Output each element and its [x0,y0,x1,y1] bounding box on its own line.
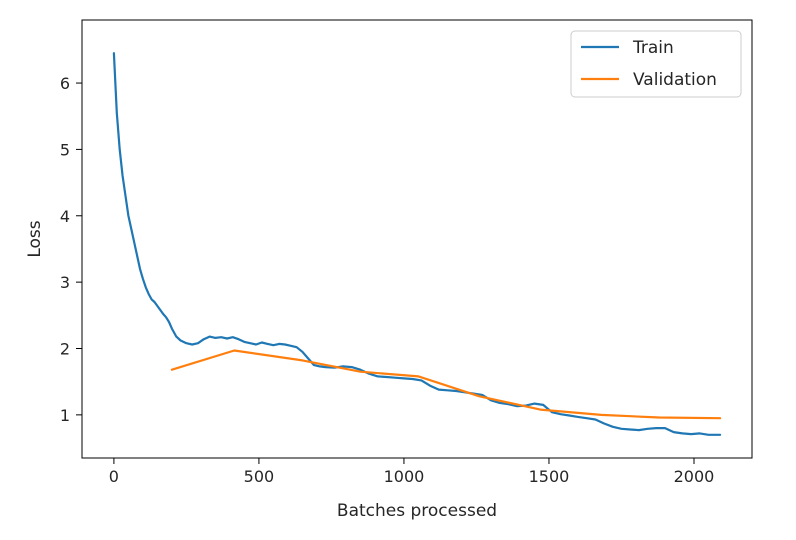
x-tick-label: 500 [244,467,275,486]
x-tick-label: 0 [109,467,119,486]
y-tick-label: 6 [60,74,70,93]
legend-label-train: Train [632,38,674,58]
series-line-train [112,52,722,436]
y-tick-label: 4 [60,207,70,226]
legend: Train Validation [570,30,742,98]
x-tick-label: 1000 [384,467,425,486]
x-tick-label: 1500 [529,467,570,486]
x-axis-label: Batches processed [337,501,497,521]
legend-label-validation: Validation [633,70,717,90]
y-tick-label: 5 [60,140,70,159]
y-axis-label: Loss [25,220,45,257]
series-line-validation [170,349,722,420]
series-layer [112,52,722,436]
axes-layer: 0 500 1000 1500 2000 1 2 3 4 5 6 [60,19,753,486]
x-tick-label: 2000 [674,467,715,486]
y-tick-label: 1 [60,406,70,425]
y-tick-label: 3 [60,273,70,292]
y-tick-label: 2 [60,340,70,359]
plot-frame [81,19,753,459]
